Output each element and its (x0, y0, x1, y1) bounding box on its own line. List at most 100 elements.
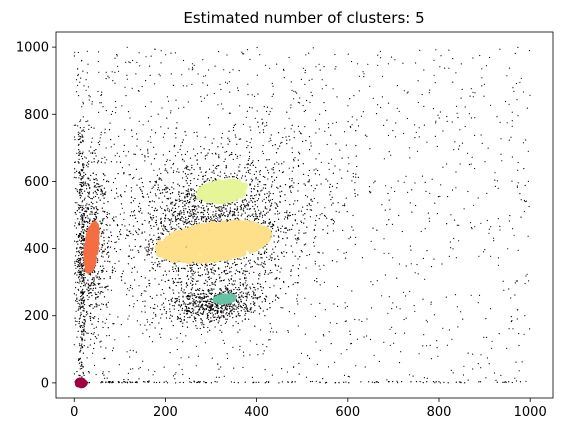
noise-point (392, 257, 394, 259)
noise-point (127, 372, 129, 374)
noise-point (292, 283, 294, 285)
noise-point (97, 271, 100, 273)
noise-point (207, 152, 209, 154)
noise-point (248, 201, 250, 203)
noise-point (102, 173, 104, 175)
noise-point (110, 240, 112, 243)
noise-point (229, 304, 231, 306)
noise-point (319, 214, 321, 216)
noise-point (302, 173, 305, 176)
noise-point (191, 208, 193, 211)
noise-point (315, 119, 317, 121)
noise-point (244, 204, 246, 207)
noise-point (80, 152, 82, 154)
noise-point (271, 175, 273, 178)
noise-point (296, 223, 298, 225)
noise-point (103, 240, 105, 242)
noise-point (292, 224, 294, 226)
noise-point (488, 228, 490, 230)
noise-point (233, 124, 235, 127)
noise-point (148, 283, 150, 285)
noise-point (186, 265, 188, 267)
noise-point (83, 126, 85, 129)
noise-point (233, 208, 236, 210)
noise-point (75, 79, 78, 81)
noise-point (100, 235, 102, 237)
noise-point (467, 379, 469, 381)
noise-point (204, 174, 206, 177)
noise-point (270, 134, 272, 136)
noise-point (224, 290, 226, 293)
noise-point (219, 216, 222, 218)
noise-point (300, 352, 303, 354)
noise-point (80, 270, 82, 272)
noise-point (418, 127, 420, 129)
noise-point (80, 365, 82, 367)
noise-point (81, 362, 83, 364)
noise-point (314, 187, 316, 190)
noise-point (239, 138, 242, 140)
noise-point (95, 206, 97, 208)
noise-point (82, 129, 84, 131)
noise-point (189, 182, 192, 185)
noise-point (173, 281, 176, 284)
noise-point (185, 194, 187, 196)
noise-point (203, 381, 205, 383)
noise-point (192, 303, 194, 305)
noise-point (309, 216, 312, 218)
noise-point (188, 68, 190, 70)
noise-point (86, 215, 88, 217)
noise-point (288, 135, 290, 138)
noise-point (101, 185, 103, 187)
noise-point (304, 243, 307, 245)
noise-point (124, 86, 126, 88)
noise-point (391, 308, 393, 310)
noise-point (247, 309, 249, 312)
noise-point (434, 135, 436, 137)
noise-point (190, 276, 192, 278)
noise-point (183, 267, 186, 270)
noise-point (164, 187, 167, 189)
noise-point (294, 313, 296, 315)
noise-point (88, 185, 90, 187)
noise-point (144, 231, 146, 233)
noise-point (448, 67, 450, 69)
noise-point (279, 287, 282, 290)
noise-point (129, 117, 131, 119)
noise-point (208, 263, 211, 266)
noise-point (238, 304, 240, 306)
noise-point (349, 330, 351, 332)
noise-point (320, 183, 322, 185)
noise-point (102, 326, 104, 329)
noise-point (145, 80, 147, 82)
noise-point (137, 233, 139, 235)
noise-point (175, 220, 177, 222)
noise-point (529, 94, 531, 96)
noise-point (163, 292, 165, 295)
noise-point (278, 382, 280, 384)
noise-point (208, 220, 211, 223)
noise-point (204, 300, 206, 302)
noise-point (142, 186, 144, 188)
noise-point (110, 381, 112, 383)
noise-point (191, 314, 193, 316)
noise-point (485, 65, 488, 67)
noise-point (238, 296, 240, 299)
noise-point (508, 139, 510, 141)
noise-point (372, 284, 374, 286)
noise-point (497, 187, 499, 189)
noise-point (229, 211, 232, 213)
noise-point (79, 232, 81, 235)
noise-point (297, 165, 300, 168)
noise-point (293, 137, 295, 139)
noise-point (185, 202, 187, 204)
noise-point (199, 168, 201, 170)
noise-point (83, 184, 85, 186)
noise-point (151, 219, 153, 221)
noise-point (119, 233, 121, 235)
noise-point (439, 382, 441, 384)
noise-point (154, 307, 156, 310)
noise-point (84, 319, 86, 321)
noise-point (76, 251, 78, 253)
noise-point (99, 220, 101, 222)
